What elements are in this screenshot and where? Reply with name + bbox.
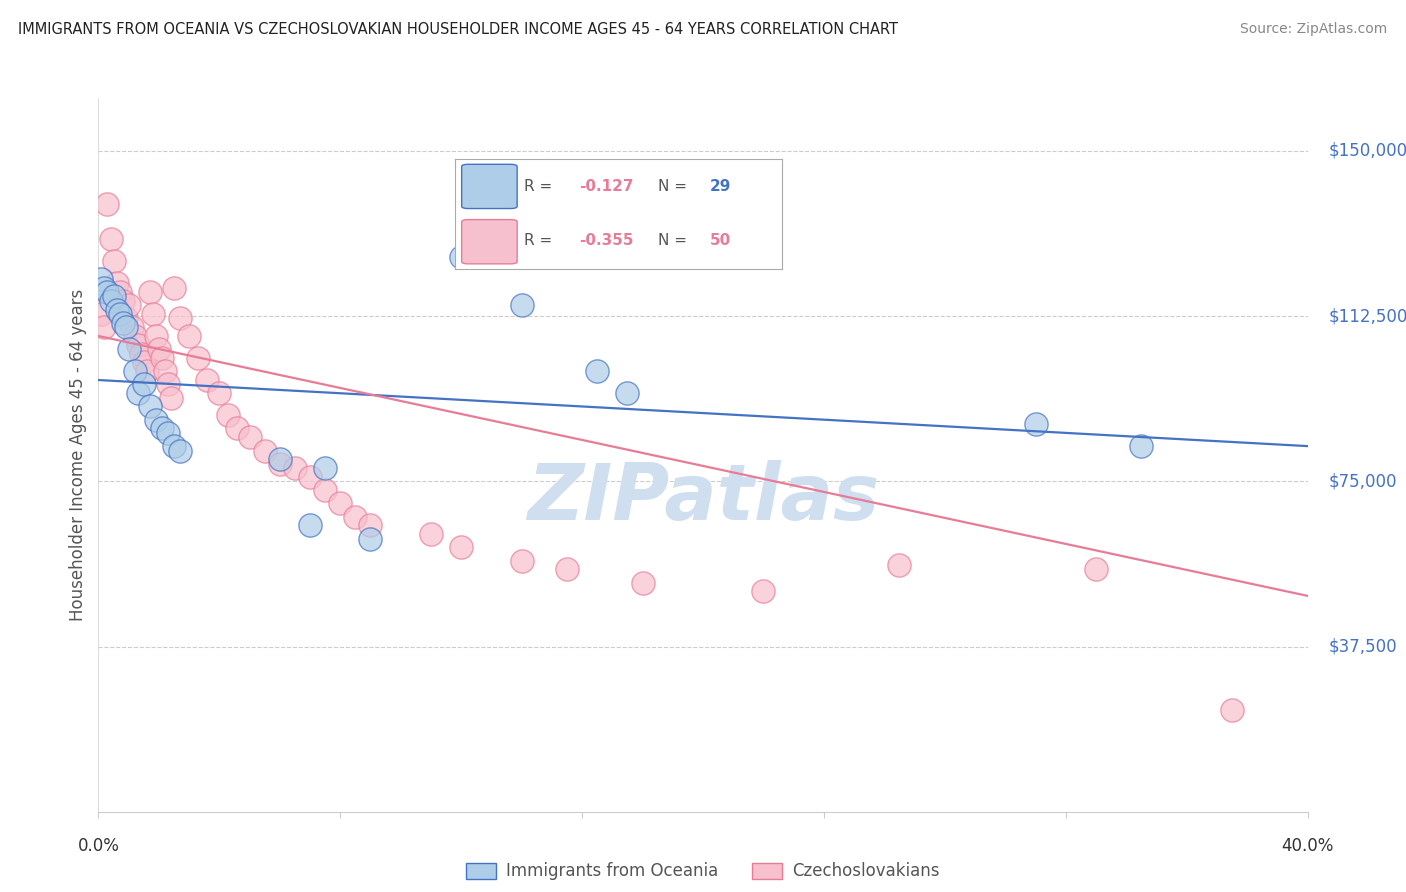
- Point: [555, 562, 578, 576]
- Point: [299, 470, 322, 484]
- Point: [108, 285, 131, 299]
- Point: [1024, 417, 1046, 431]
- Point: [139, 285, 162, 299]
- Point: [160, 391, 183, 405]
- Point: [142, 307, 165, 321]
- Point: [450, 250, 472, 264]
- Point: [156, 377, 179, 392]
- Point: [314, 483, 336, 498]
- Text: 40.0%: 40.0%: [1281, 837, 1334, 855]
- Point: [187, 351, 209, 365]
- Point: [329, 496, 352, 510]
- Point: [150, 351, 173, 365]
- Point: [314, 461, 336, 475]
- Point: [889, 558, 911, 572]
- Point: [163, 280, 186, 294]
- Point: [239, 430, 262, 444]
- Point: [208, 386, 231, 401]
- Text: Source: ZipAtlas.com: Source: ZipAtlas.com: [1240, 22, 1388, 37]
- Point: [344, 509, 367, 524]
- Point: [419, 527, 441, 541]
- Point: [127, 386, 149, 401]
- Text: $37,500: $37,500: [1329, 638, 1398, 656]
- Point: [118, 342, 141, 356]
- Point: [360, 532, 382, 546]
- Point: [114, 320, 136, 334]
- Point: [121, 320, 143, 334]
- Point: [145, 412, 167, 426]
- Point: [1220, 703, 1243, 717]
- Point: [103, 254, 125, 268]
- Text: 0.0%: 0.0%: [77, 837, 120, 855]
- Point: [586, 364, 609, 378]
- Point: [96, 285, 118, 299]
- Point: [631, 575, 654, 590]
- Legend: Immigrants from Oceania, Czechoslovakians: Immigrants from Oceania, Czechoslovakian…: [461, 857, 945, 886]
- Point: [103, 289, 125, 303]
- Point: [284, 461, 307, 475]
- Point: [124, 364, 146, 378]
- Point: [129, 346, 152, 360]
- Point: [253, 443, 276, 458]
- Point: [96, 197, 118, 211]
- Point: [93, 320, 115, 334]
- Point: [269, 452, 291, 467]
- Point: [108, 307, 131, 321]
- Point: [100, 232, 122, 246]
- Point: [510, 554, 533, 568]
- Text: IMMIGRANTS FROM OCEANIA VS CZECHOSLOVAKIAN HOUSEHOLDER INCOME AGES 45 - 64 YEARS: IMMIGRANTS FROM OCEANIA VS CZECHOSLOVAKI…: [18, 22, 898, 37]
- Point: [105, 276, 128, 290]
- Point: [93, 280, 115, 294]
- Point: [90, 271, 112, 285]
- Point: [616, 386, 638, 401]
- Point: [169, 443, 191, 458]
- Text: $112,500: $112,500: [1329, 307, 1406, 326]
- Point: [195, 373, 218, 387]
- Point: [510, 298, 533, 312]
- Point: [145, 329, 167, 343]
- Point: [269, 457, 291, 471]
- Text: $150,000: $150,000: [1329, 142, 1406, 160]
- Text: $75,000: $75,000: [1329, 473, 1398, 491]
- Point: [177, 329, 201, 343]
- Point: [111, 293, 134, 308]
- Point: [360, 518, 382, 533]
- Point: [132, 377, 155, 392]
- Point: [156, 425, 179, 440]
- Point: [148, 342, 170, 356]
- Point: [127, 338, 149, 352]
- Point: [1130, 439, 1153, 453]
- Y-axis label: Householder Income Ages 45 - 64 years: Householder Income Ages 45 - 64 years: [69, 289, 87, 621]
- Point: [153, 364, 176, 378]
- Point: [450, 541, 472, 555]
- Point: [111, 316, 134, 330]
- Text: ZIPatlas: ZIPatlas: [527, 459, 879, 536]
- Point: [100, 293, 122, 308]
- Point: [217, 409, 239, 423]
- Point: [124, 329, 146, 343]
- Point: [139, 400, 162, 414]
- Point: [150, 421, 173, 435]
- Point: [135, 364, 157, 378]
- Point: [226, 421, 249, 435]
- Point: [114, 311, 136, 326]
- Point: [90, 307, 112, 321]
- Point: [169, 311, 191, 326]
- Point: [163, 439, 186, 453]
- Point: [118, 298, 141, 312]
- Point: [299, 518, 322, 533]
- Point: [1085, 562, 1108, 576]
- Point: [105, 302, 128, 317]
- Point: [132, 355, 155, 369]
- Point: [752, 584, 775, 599]
